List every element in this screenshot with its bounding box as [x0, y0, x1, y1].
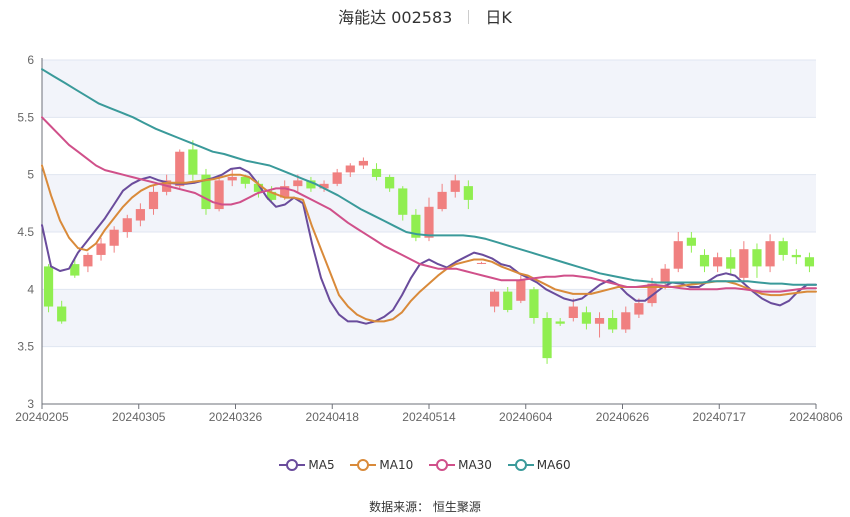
- candle-down: [240, 176, 250, 184]
- x-tick-label: 20240205: [15, 410, 69, 424]
- candle-down: [529, 289, 539, 318]
- candle-down: [266, 191, 277, 200]
- candle-up: [175, 151, 185, 187]
- candle-up: [96, 243, 106, 255]
- series-line-ma60: [41, 68, 817, 286]
- candle-down: [253, 183, 264, 192]
- legend: MA5 MA10 MA30 MA60: [0, 458, 850, 472]
- candle-up: [437, 191, 447, 210]
- candle-down: [542, 318, 552, 359]
- candle-down: [371, 168, 382, 177]
- legend-marker-ma10: [350, 459, 377, 471]
- x-tick-label: 20240806: [789, 410, 843, 424]
- x-tick-label: 20240418: [306, 410, 360, 424]
- y-tick-label: 3: [27, 397, 34, 411]
- title-separator: [468, 10, 470, 24]
- candle-down: [188, 149, 198, 175]
- candle-down: [201, 174, 211, 210]
- candle-down: [581, 312, 592, 324]
- candle-up: [634, 303, 644, 315]
- candle-up: [109, 229, 119, 246]
- x-tick-label: 20240626: [596, 410, 650, 424]
- candle-up: [148, 191, 159, 210]
- candle-up: [621, 312, 631, 330]
- series-line-ma10: [41, 164, 817, 323]
- candle-down: [555, 321, 565, 324]
- series-line-ma30: [41, 116, 817, 293]
- candle-down: [463, 186, 473, 200]
- candle-down: [385, 176, 395, 189]
- candle-up: [345, 165, 355, 173]
- candle-down: [503, 291, 513, 310]
- x-tick-label: 20240326: [209, 410, 263, 424]
- candle-down: [804, 257, 815, 267]
- candle-down: [306, 180, 316, 189]
- grid-band: [42, 60, 816, 118]
- candle-up: [594, 318, 605, 324]
- candle-down: [778, 241, 788, 255]
- candle-up: [358, 160, 368, 166]
- candle-down: [608, 318, 618, 330]
- legend-marker-ma30: [429, 459, 456, 471]
- y-tick-label: 5.5: [17, 110, 34, 124]
- candle-up: [319, 183, 329, 189]
- legend-label-ma10: MA10: [379, 458, 414, 472]
- candle-up: [450, 180, 460, 192]
- candle-down: [699, 254, 710, 267]
- stock-name: 海能达 002583: [338, 8, 453, 27]
- candle-up: [332, 172, 342, 184]
- candle-up: [83, 254, 93, 267]
- legend-item-ma5[interactable]: MA5: [279, 458, 335, 472]
- period-label: 日K: [485, 8, 512, 27]
- legend-item-ma10[interactable]: MA10: [350, 458, 413, 472]
- candle-down: [411, 214, 421, 238]
- y-tick-label: 3.5: [17, 340, 34, 354]
- candle-down: [43, 266, 54, 307]
- legend-item-ma60[interactable]: MA60: [507, 458, 571, 472]
- candle-down: [70, 264, 80, 276]
- candle-down: [398, 188, 408, 215]
- candle-up: [490, 291, 500, 307]
- candle-down: [686, 237, 696, 246]
- grid-band: [42, 289, 816, 347]
- legend-label-ma60: MA60: [536, 458, 571, 472]
- candle-up: [476, 262, 487, 264]
- candle-down: [726, 257, 736, 269]
- candle-up: [673, 241, 683, 269]
- y-tick-label: 6: [27, 53, 34, 67]
- candle-up: [280, 186, 290, 198]
- legend-marker-ma5: [279, 459, 306, 471]
- candle-up: [293, 180, 303, 187]
- candle-up: [568, 306, 578, 318]
- candle-up: [135, 209, 145, 221]
- x-tick-label: 20240305: [112, 410, 166, 424]
- candle-up: [516, 280, 526, 301]
- candle-up: [424, 206, 434, 238]
- legend-marker-ma60: [507, 459, 534, 471]
- y-tick-label: 4.5: [17, 225, 34, 239]
- x-tick-label: 20240717: [693, 410, 747, 424]
- y-tick-label: 5: [27, 168, 34, 182]
- chart-title: 海能达 002583 日K: [0, 4, 850, 28]
- candle-up: [647, 283, 657, 304]
- kline-chart: 3 3.5 4 4.5 5 5.5 6 20240205 20240305 20240326 202…: [15, 53, 843, 424]
- y-tick-label: 4: [27, 282, 34, 296]
- candle-down: [57, 306, 67, 322]
- candle-down: [752, 249, 762, 267]
- data-source: 数据来源： 恒生聚源: [369, 500, 481, 514]
- candle-up: [227, 176, 237, 181]
- x-tick-label: 20240604: [499, 410, 553, 424]
- candle-up: [765, 241, 775, 267]
- legend-label-ma30: MA30: [458, 458, 492, 472]
- legend-item-ma30[interactable]: MA30: [429, 458, 492, 472]
- candle-up: [660, 268, 670, 284]
- candle-down: [791, 254, 801, 258]
- candle-up: [739, 249, 749, 278]
- legend-label-ma5: MA5: [308, 458, 335, 472]
- x-tick-label: 20240514: [402, 410, 456, 424]
- candle-up: [122, 218, 132, 232]
- candle-up: [214, 180, 224, 210]
- candle-up: [713, 257, 723, 267]
